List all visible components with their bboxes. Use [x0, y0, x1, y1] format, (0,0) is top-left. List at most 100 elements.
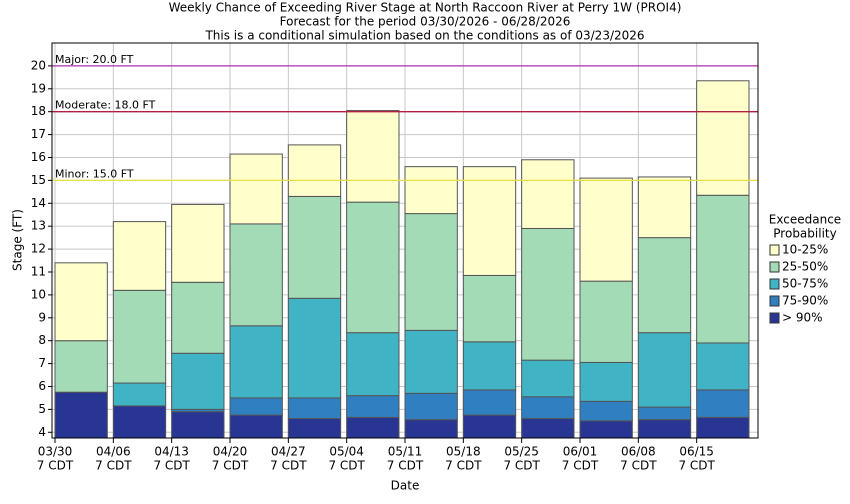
bar-segment — [229, 414, 283, 439]
y-tick-label: 15 — [31, 173, 46, 187]
bar-segment — [462, 341, 517, 391]
legend-label: 25-50% — [782, 260, 828, 274]
y-tick-label: 11 — [31, 264, 46, 278]
legend-title: Exceedance — [769, 213, 841, 227]
x-tick-sublabel: 7 CDT — [37, 459, 74, 473]
chart-subtitle: Forecast for the period 03/30/2026 - 06/… — [280, 15, 571, 29]
x-tick-sublabel: 7 CDT — [95, 459, 132, 473]
bar-segment — [346, 395, 400, 418]
bar-segment — [579, 280, 633, 363]
x-tick-label: 05/04 — [329, 445, 364, 459]
bar-segment — [171, 411, 225, 439]
bar-segment — [112, 221, 167, 291]
y-tick-label: 5 — [38, 402, 46, 416]
bar-segment — [54, 391, 108, 439]
x-tick-label: 05/11 — [388, 445, 423, 459]
bar-segment — [521, 159, 575, 229]
bar-segment — [287, 397, 342, 420]
legend-swatch — [769, 261, 780, 273]
bar-segment — [521, 396, 575, 420]
y-tick-label: 18 — [31, 104, 46, 118]
bar-segment — [287, 297, 342, 399]
bar-segment — [346, 110, 400, 203]
plot-frame — [51, 42, 759, 439]
x-tick-label: 06/01 — [563, 445, 598, 459]
bar-segment — [462, 414, 517, 439]
bar-segment — [171, 281, 225, 354]
bar-segment — [462, 166, 517, 276]
bar-segment — [521, 418, 575, 439]
bar-segment — [229, 325, 283, 399]
y-tick-label: 14 — [31, 196, 46, 210]
x-tick-sublabel: 7 CDT — [678, 459, 715, 473]
legend-swatch — [769, 295, 780, 307]
y-tick-label: 4 — [38, 425, 46, 439]
bar-segment — [112, 405, 167, 439]
y-tick-label: 6 — [38, 379, 46, 393]
threshold-label: Major: 20.0 FT — [55, 53, 134, 66]
x-tick-sublabel: 7 CDT — [328, 459, 365, 473]
bar-segment — [637, 237, 692, 334]
bar-segment — [229, 223, 283, 327]
x-tick-sublabel: 7 CDT — [270, 459, 307, 473]
bar-segment — [229, 153, 283, 225]
bar-segment — [696, 80, 750, 196]
bar-segment — [112, 289, 167, 384]
y-tick-label: 8 — [38, 333, 46, 347]
x-tick-sublabel: 7 CDT — [153, 459, 190, 473]
legend-label: 75-90% — [782, 294, 828, 308]
bar-segment — [696, 416, 750, 439]
y-axis-label: Stage (FT) — [11, 209, 25, 271]
bar-segment — [637, 176, 692, 239]
x-tick-label: 04/20 — [213, 445, 248, 459]
bar-segment — [521, 227, 575, 361]
legend-swatch — [769, 312, 780, 324]
x-tick-sublabel: 7 CDT — [562, 459, 599, 473]
bar-segment — [112, 382, 167, 407]
legend-swatch — [769, 278, 780, 290]
bar-segment — [404, 213, 458, 331]
bar-segment — [637, 406, 692, 421]
legend-title: Probability — [773, 227, 836, 241]
bar-segment — [579, 361, 633, 402]
x-tick-sublabel: 7 CDT — [620, 459, 657, 473]
threshold-label: Minor: 15.0 FT — [55, 167, 134, 180]
legend-label: > 90% — [782, 311, 823, 325]
x-tick-label: 05/25 — [504, 445, 539, 459]
bar-segment — [404, 392, 458, 421]
x-tick-label: 06/15 — [679, 445, 714, 459]
bar-segment — [54, 340, 108, 393]
legend-label: 10-25% — [782, 243, 828, 257]
y-tick-label: 12 — [31, 242, 46, 256]
bar-segment — [579, 400, 633, 422]
legend-label: 50-75% — [782, 277, 828, 291]
y-tick-label: 19 — [31, 81, 46, 95]
x-tick-sublabel: 7 CDT — [212, 459, 249, 473]
bar-segment — [696, 194, 750, 344]
bar-segment — [462, 274, 517, 343]
x-tick-sublabel: 7 CDT — [503, 459, 540, 473]
y-tick-label: 9 — [38, 310, 46, 324]
x-tick-label: 04/13 — [154, 445, 189, 459]
bar-segment — [54, 262, 108, 342]
bar-segment — [287, 144, 342, 197]
x-tick-label: 04/06 — [96, 445, 131, 459]
bar-segment — [346, 416, 400, 439]
bar-segment — [171, 352, 225, 410]
x-tick-sublabel: 7 CDT — [445, 459, 482, 473]
threshold-label: Moderate: 18.0 FT — [55, 99, 156, 112]
bar-segment — [579, 420, 633, 439]
bar-segment — [287, 195, 342, 299]
bar-segment — [346, 332, 400, 397]
bar-segment — [229, 397, 283, 416]
bar-segment — [696, 389, 750, 418]
bar-segment — [637, 419, 692, 439]
x-tick-label: 03/30 — [38, 445, 73, 459]
y-tick-label: 13 — [31, 219, 46, 233]
bar-segment — [346, 201, 400, 334]
x-tick-label: 06/08 — [621, 445, 656, 459]
y-tick-label: 7 — [38, 356, 46, 370]
bar-segment — [404, 166, 458, 215]
x-tick-label: 05/18 — [446, 445, 481, 459]
